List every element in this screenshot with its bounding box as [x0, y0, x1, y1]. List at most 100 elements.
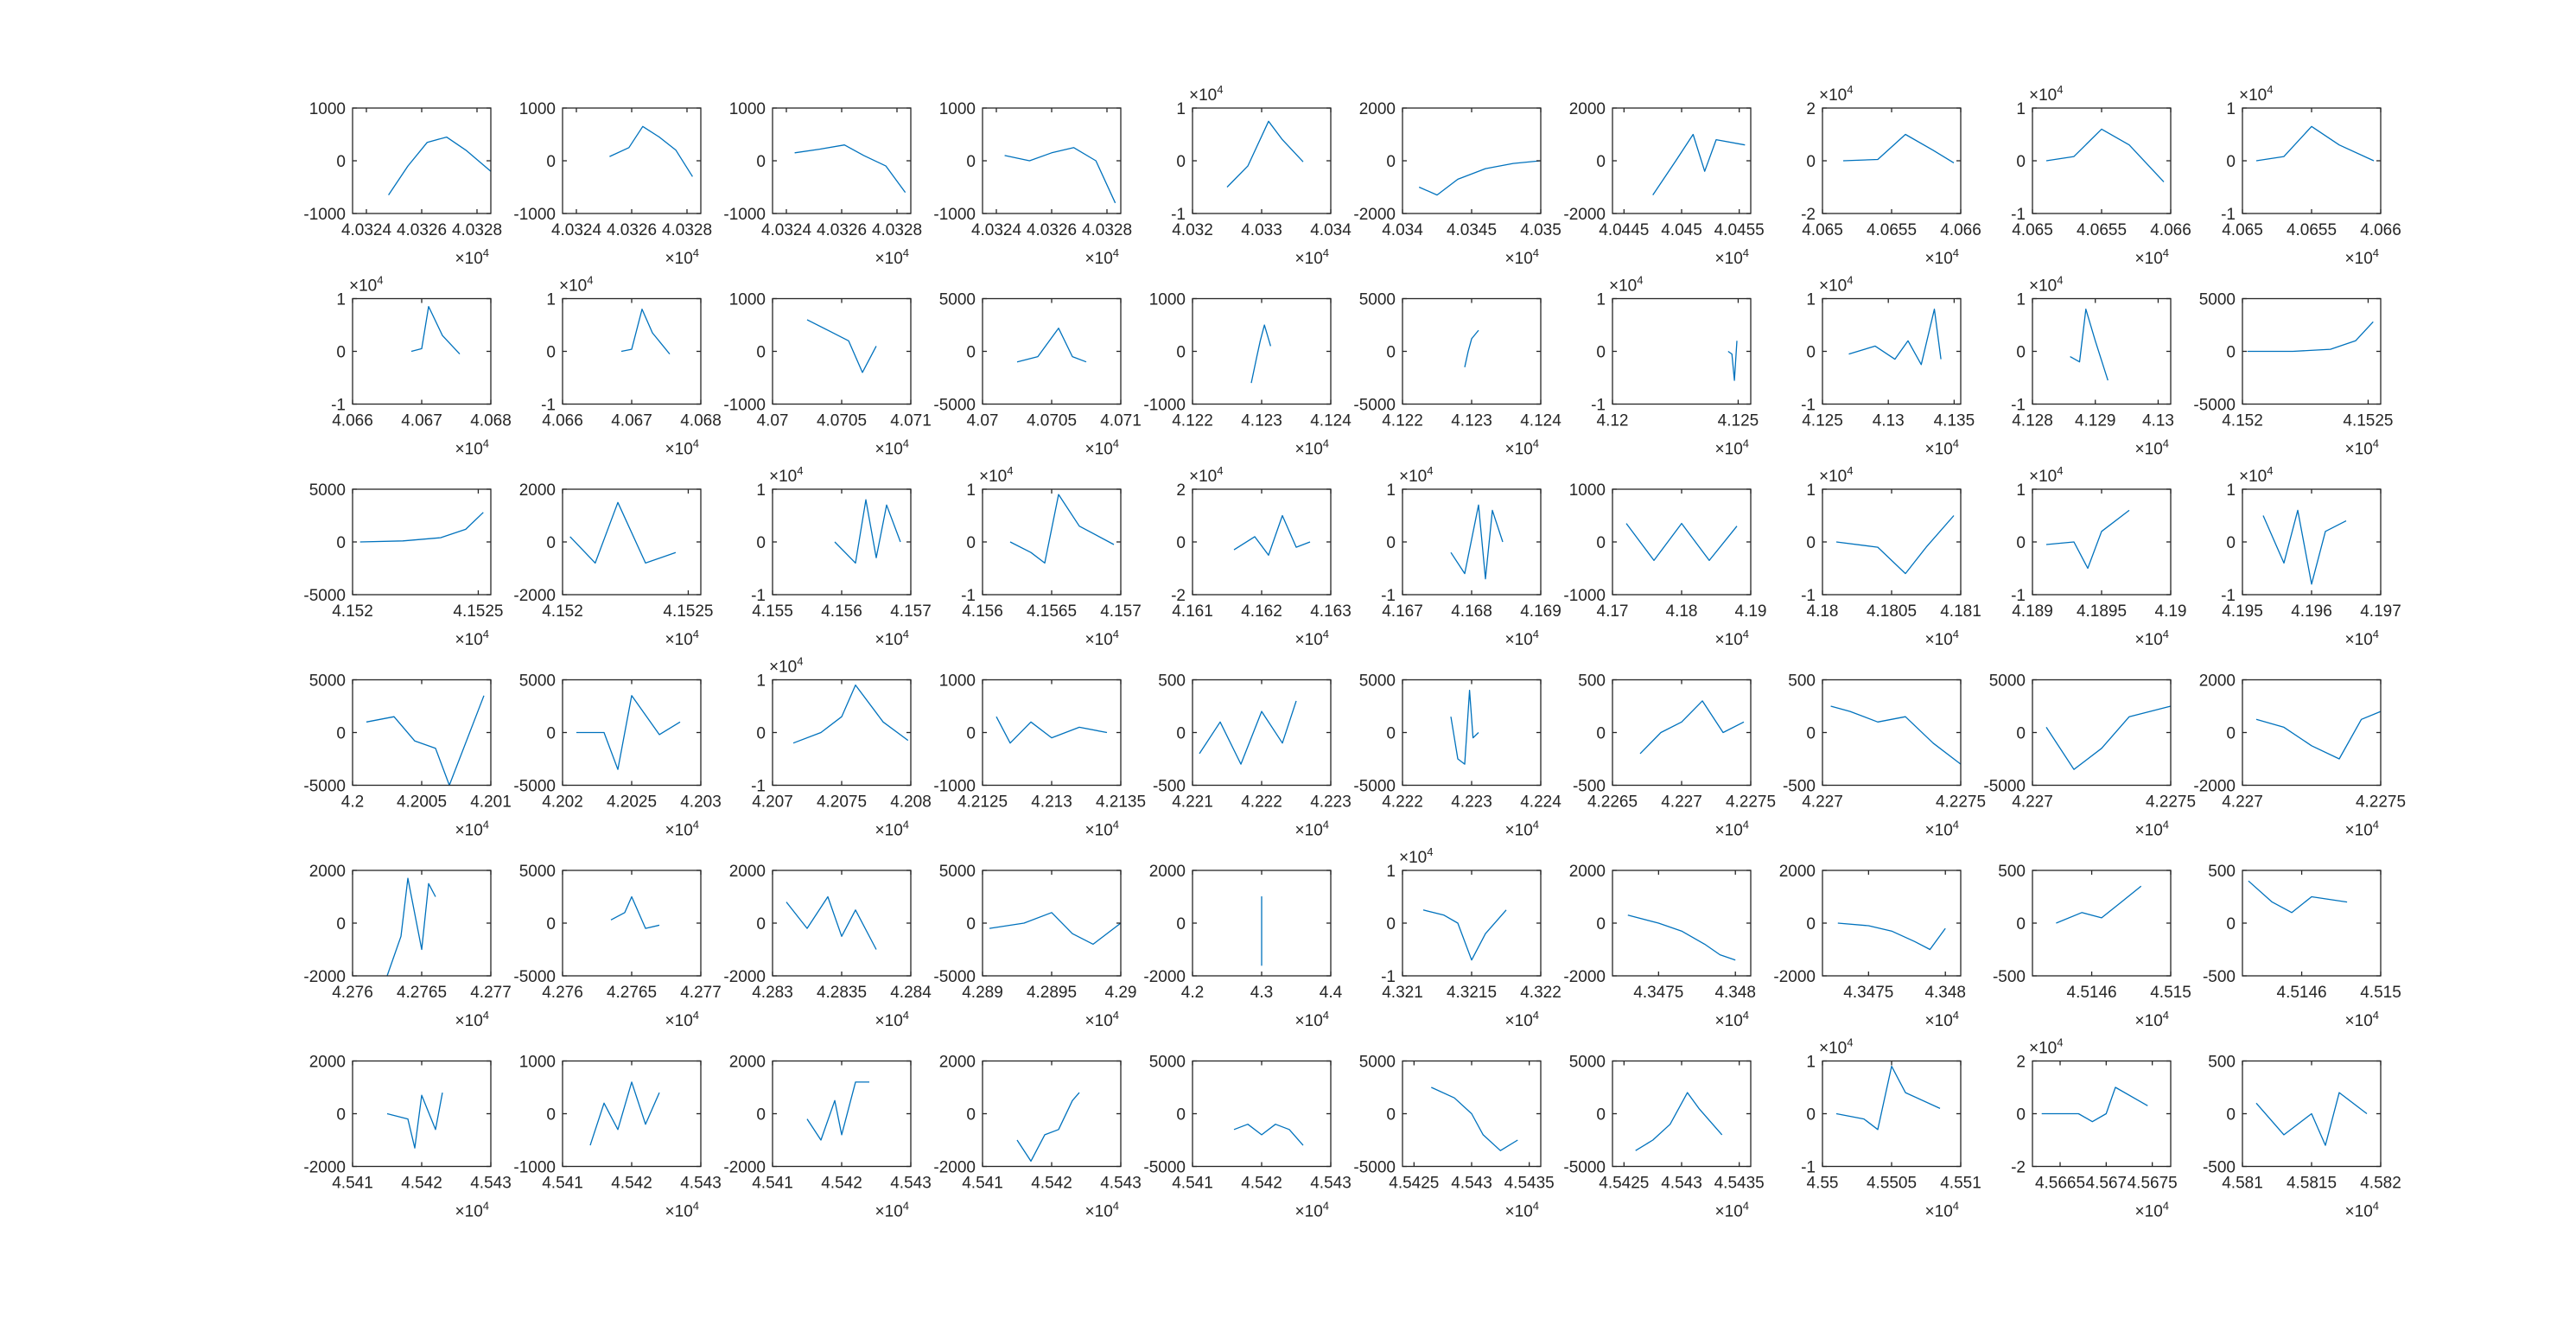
y-tick-label: -1: [2011, 397, 2026, 415]
y-tick-label: 0: [1176, 153, 1186, 171]
y-tick-label: 5000: [1569, 1054, 1606, 1072]
x-tick-label: 4.2835: [817, 984, 867, 1002]
x-tick-label: 4.5435: [1714, 1175, 1765, 1193]
y-tick-label: -1: [751, 587, 766, 605]
y-tick-label: 0: [2226, 725, 2236, 743]
x-tick-label: 4.066: [2150, 221, 2191, 239]
y-tick-label: -2000: [723, 968, 766, 986]
y-tick-label: 500: [1788, 672, 1816, 691]
y-tick-label: 1: [966, 481, 976, 500]
subplot: 500 0 -500 4.5146 4.515 ×104: [1993, 863, 2191, 1030]
x-tick-label: 4.542: [401, 1175, 442, 1193]
axes-box: [1612, 488, 1752, 596]
x-exponent-label: ×104: [875, 437, 909, 459]
data-line: [2056, 885, 2142, 924]
y-tick-label: 0: [2016, 344, 2026, 362]
x-tick-label: 4.0324: [341, 221, 392, 239]
x-tick-label: 4.1805: [1867, 602, 1917, 621]
y-tick-label: -2000: [303, 1159, 346, 1177]
x-tick-label: 4.0324: [971, 221, 1022, 239]
x-tick-label: 4.196: [2291, 602, 2332, 621]
x-exponent-label: ×104: [1715, 628, 1749, 649]
x-exponent-label: ×104: [455, 437, 489, 459]
x-tick-label: 4.066: [542, 412, 583, 430]
y-exponent-label: ×104: [2029, 83, 2063, 105]
x-tick-label: 4.2125: [957, 793, 1008, 812]
x-tick-label: 4.195: [2222, 602, 2263, 621]
y-tick-label: -2000: [723, 1159, 766, 1177]
x-tick-label: 4.222: [1241, 793, 1282, 812]
x-tick-label: 4.065: [2222, 221, 2263, 239]
x-exponent-label: ×104: [1085, 819, 1119, 840]
x-exponent-label: ×104: [1295, 246, 1329, 268]
x-tick-label: 4.0326: [607, 221, 657, 239]
y-tick-label: 2000: [1149, 863, 1186, 881]
y-tick-label: 5000: [1359, 672, 1396, 691]
x-tick-label: 4.227: [2222, 793, 2263, 812]
data-line: [2255, 125, 2375, 162]
y-tick-label: 0: [1806, 725, 1816, 743]
y-tick-label: -1000: [513, 206, 556, 224]
x-exponent-label: ×104: [665, 437, 699, 459]
x-exponent-label: ×104: [1715, 437, 1749, 459]
y-tick-label: 0: [2226, 1106, 2236, 1125]
x-tick-label: 4.067: [401, 412, 442, 430]
x-tick-label: 4.581: [2222, 1175, 2263, 1193]
x-tick-label: 4.0328: [452, 221, 502, 239]
x-tick-label: 4.034: [1382, 221, 1423, 239]
data-line: [1835, 1065, 1941, 1131]
y-tick-label: 5000: [1359, 291, 1396, 309]
x-tick-label: 4.207: [752, 793, 793, 812]
y-tick-label: 5000: [939, 291, 976, 309]
x-exponent-label: ×104: [1505, 1200, 1539, 1221]
subplot: 2000 0 -2000 4.3475 4.348 ×104: [1563, 863, 1756, 1030]
y-tick-label: -500: [1153, 778, 1186, 796]
x-tick-label: 4.223: [1310, 793, 1352, 812]
x-tick-label: 4.0324: [551, 221, 602, 239]
y-tick-label: 0: [1596, 1106, 1606, 1125]
x-tick-label: 4.2005: [397, 793, 447, 812]
y-tick-label: 1000: [729, 100, 766, 118]
data-line: [1625, 522, 1738, 562]
x-tick-label: 4.167: [1382, 602, 1423, 621]
y-exponent-label: ×104: [1819, 83, 1853, 105]
x-tick-label: 4.543: [890, 1175, 932, 1193]
x-tick-label: 4.1525: [453, 602, 503, 621]
axes-box: [2242, 679, 2382, 787]
x-exponent-label: ×104: [1085, 1200, 1119, 1221]
x-exponent-label: ×104: [1505, 628, 1539, 649]
x-tick-label: 4.181: [1940, 602, 1981, 621]
y-tick-label: 2000: [519, 481, 556, 500]
y-tick-label: -500: [1783, 778, 1816, 796]
y-exponent-label: ×104: [349, 274, 383, 296]
data-line: [1652, 133, 1746, 195]
y-exponent-label: ×104: [559, 274, 593, 296]
subplot: 1 0 -1 ×104 4.55 4.5505 4.551 ×104: [1801, 1036, 1981, 1221]
x-exponent-label: ×104: [2345, 819, 2379, 840]
y-tick-label: -1: [2011, 206, 2026, 224]
x-tick-label: 4.19: [1735, 602, 1767, 621]
data-line: [1199, 700, 1297, 765]
x-exponent-label: ×104: [1505, 246, 1539, 268]
data-line: [1009, 494, 1115, 564]
x-exponent-label: ×104: [1925, 628, 1959, 649]
y-tick-label: 2000: [309, 863, 346, 881]
x-tick-label: 4.543: [470, 1175, 512, 1193]
x-tick-label: 4.0328: [1082, 221, 1132, 239]
y-tick-label: -5000: [2193, 397, 2236, 415]
subplot: 1 0 -1 ×104 4.066 4.067 4.068 ×104: [541, 274, 722, 459]
y-tick-label: 0: [546, 725, 556, 743]
y-tick-label: -2: [1801, 206, 1816, 224]
y-tick-label: -5000: [303, 587, 346, 605]
y-tick-label: 0: [336, 344, 346, 362]
